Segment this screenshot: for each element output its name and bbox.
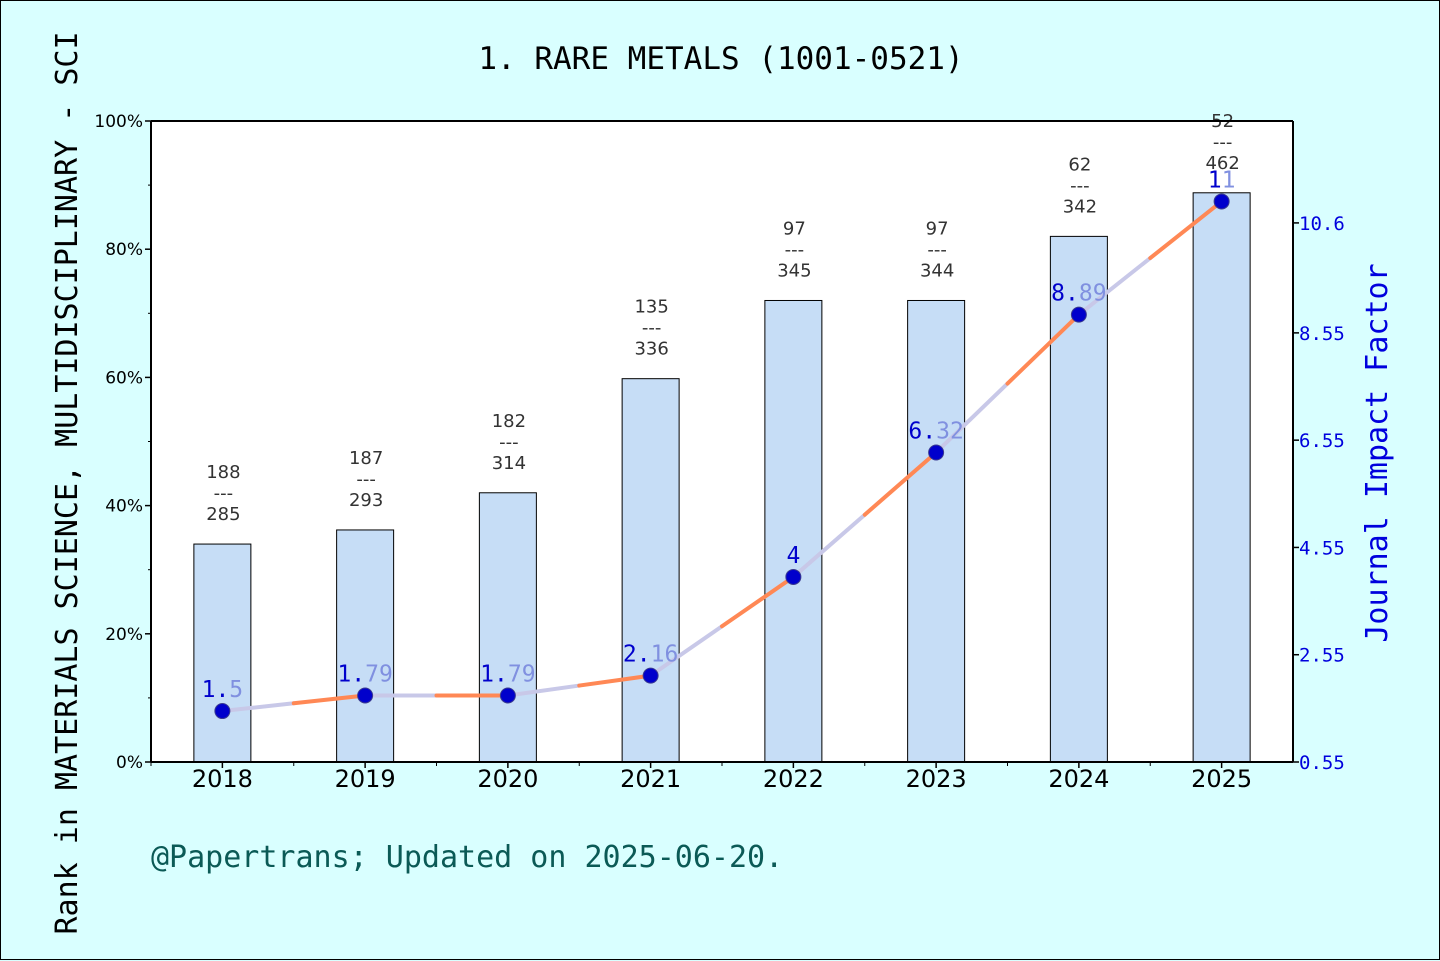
bar-2022 [764, 299, 823, 763]
rank-label-2024: 62 [1068, 154, 1091, 175]
rank-divider-2018: --- [214, 483, 234, 504]
bar-2019 [336, 529, 395, 763]
x-axis-ticks: 2018 2019 2020 2021 2022 2023 2024 2025 [150, 762, 1252, 793]
bar-series [193, 192, 1251, 763]
chart-title: 1. RARE METALS (1001-0521) [478, 41, 963, 77]
bar-2020 [478, 492, 537, 763]
if-label-2022: 4 [786, 543, 800, 569]
rank-label-2020: 182 [492, 411, 526, 432]
rank-divider-2023: --- [927, 239, 947, 260]
y-tick-label: 40% [105, 497, 143, 517]
y-tick-label: 20% [105, 625, 143, 645]
if-point-2025 [1213, 193, 1230, 210]
total-label-2023: 344 [920, 260, 954, 281]
if-segment [505, 683, 582, 698]
total-label-2025: 462 [1205, 153, 1239, 174]
impact-factor-series: 1.5 1.79 1.79 2.16 4 6.32 8.89 11 [202, 167, 1236, 720]
rank-divider-2020: --- [499, 432, 519, 453]
y2-axis-label: Journal Impact Factor [1360, 263, 1395, 642]
y2-tick-label: 10.6 [1299, 213, 1345, 235]
if-segment [648, 624, 724, 678]
x-tick-label-2022: 2022 [763, 765, 824, 793]
if-label-2018: 1.5 [202, 677, 244, 703]
if-point-2021 [642, 667, 659, 684]
if-segment [934, 381, 1010, 455]
rank-labels: 188---285187---293182---314135---33697--… [206, 111, 1240, 525]
if-segment [791, 512, 867, 579]
if-point-2023 [928, 444, 945, 461]
footer-note: @Papertrans; Updated on 2025-06-20. [151, 840, 783, 875]
rank-label-2019: 187 [349, 448, 383, 469]
if-point-2024 [1070, 306, 1087, 323]
x-tick-label-2024: 2024 [1048, 765, 1109, 793]
if-point-2018 [214, 703, 231, 720]
bar-2021 [621, 378, 680, 763]
x-tick-label-2019: 2019 [335, 765, 396, 793]
if-label-2020: 1.79 [480, 661, 535, 687]
y2-axis-ticks: 0.55 2.55 4.55 6.55 8.55 10.6 [1293, 213, 1345, 774]
total-label-2022: 345 [777, 260, 811, 281]
if-segment [862, 450, 939, 517]
if-segment [1148, 199, 1224, 261]
y-tick-label: 80% [105, 240, 143, 260]
rank-divider-2022: --- [785, 239, 805, 260]
if-label-2019: 1.79 [337, 661, 392, 687]
y2-tick-label: 8.55 [1299, 323, 1345, 345]
bar-2018 [193, 543, 252, 763]
if-segment [291, 693, 368, 706]
total-label-2018: 285 [206, 504, 240, 525]
rank-divider-2021: --- [642, 318, 662, 339]
if-segment [220, 701, 296, 714]
if-point-2020 [499, 687, 516, 704]
if-point-2022 [785, 568, 802, 585]
rank-divider-2025: --- [1213, 132, 1233, 153]
y-tick-label: 60% [105, 368, 143, 388]
y2-tick-label: 6.55 [1299, 430, 1345, 452]
if-label-2024: 8.89 [1051, 281, 1106, 307]
if-label-2023: 6.32 [908, 418, 963, 444]
y-tick-label: 0% [116, 753, 143, 773]
y2-tick-label: 0.55 [1299, 752, 1345, 774]
rank-divider-2024: --- [1070, 175, 1090, 196]
bar-2025 [1192, 192, 1251, 763]
total-label-2019: 293 [349, 490, 383, 511]
x-tick-label-2025: 2025 [1191, 765, 1252, 793]
total-label-2024: 342 [1063, 196, 1097, 217]
rank-label-2022: 97 [783, 218, 806, 239]
y2-tick-label: 4.55 [1299, 537, 1345, 559]
x-tick-label-2018: 2018 [192, 765, 253, 793]
rank-divider-2019: --- [356, 469, 376, 490]
if-segment [1005, 312, 1081, 386]
rank-label-2023: 97 [926, 218, 949, 239]
rank-label-2021: 135 [634, 297, 668, 318]
plot-area [151, 121, 1293, 762]
x-tick-label-2021: 2021 [620, 765, 681, 793]
if-segment [720, 574, 796, 629]
y-axis-label: Rank in MATERIALS SCIENCE, MULTIDISCIPLI… [50, 31, 85, 934]
y-axis-ticks: 0% 20% 40% 60% 80% 100% [94, 112, 151, 773]
if-point-2019 [357, 687, 374, 704]
if-label-2021: 2.16 [623, 642, 678, 668]
x-tick-label-2020: 2020 [477, 765, 538, 793]
y-tick-label: 100% [94, 112, 143, 132]
y2-tick-label: 2.55 [1299, 645, 1345, 667]
if-label-2025: 11 [1208, 167, 1236, 193]
total-label-2020: 314 [492, 453, 526, 474]
total-label-2021: 336 [634, 339, 668, 360]
if-segment [577, 673, 653, 688]
x-tick-label-2023: 2023 [906, 765, 967, 793]
bar-2023 [907, 299, 966, 763]
rank-label-2018: 188 [206, 462, 240, 483]
if-segment [1076, 256, 1153, 317]
